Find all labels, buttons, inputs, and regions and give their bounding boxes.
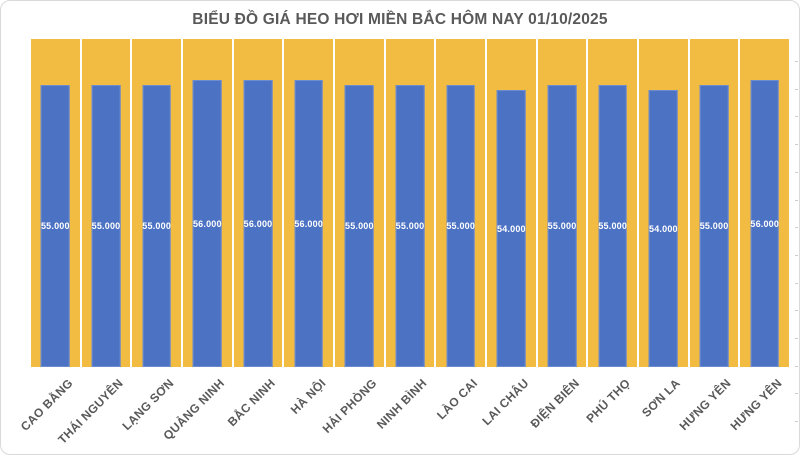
value-bar: 55.000 xyxy=(345,85,374,367)
bar-value-label: 56.000 xyxy=(750,218,780,229)
bar-column: 56.000 xyxy=(183,39,232,367)
plot-area: 55.000 55.000 55.000 56.000 56.000 56.000 55.0… xyxy=(31,39,790,367)
x-axis-label: PHÚ THỌ xyxy=(583,376,633,426)
x-axis-label-cell: LẠNG SƠN xyxy=(120,367,181,454)
x-axis-label-cell: SƠN LA xyxy=(639,367,688,454)
x-axis-label-cell: LAI CHÂU xyxy=(479,367,536,454)
tick-mark xyxy=(795,199,798,201)
x-axis-label: HÀ NỘI xyxy=(287,376,329,417)
x-axis-label-cell: QUẢNG NINH xyxy=(161,367,232,454)
x-axis-label-cell: BẮC NINH xyxy=(225,367,283,454)
value-bar: 55.000 xyxy=(446,85,476,367)
tick-mark xyxy=(795,310,798,312)
bar-value-label: 55.000 xyxy=(40,221,70,232)
chart-title: BIỂU ĐỒ GIÁ HEO HƠI MIỀN BẮC HÔM NAY 01/… xyxy=(192,11,608,28)
value-bar: 56.000 xyxy=(750,80,780,367)
bar-column: 55.000 xyxy=(81,39,131,367)
tick-mark xyxy=(795,393,798,395)
bar-value-label: 54.000 xyxy=(649,223,678,234)
bar-value-label: 55.000 xyxy=(699,221,729,232)
tick-mark xyxy=(795,227,798,229)
bar-value-label: 55.000 xyxy=(446,221,476,232)
tick-mark xyxy=(795,421,798,423)
x-axis: CAO BẰNG THÁI NGUYÊN LẠNG SƠN QUẢNG NINH BẮC… xyxy=(17,367,789,454)
x-axis-label-cell: HƯNG YÊN xyxy=(677,367,739,454)
bar-value-label: 55.000 xyxy=(344,221,374,232)
x-axis-label-cell: CAO BẰNG xyxy=(17,367,80,454)
tick-mark xyxy=(795,254,798,256)
bar-value-label: 54.000 xyxy=(497,223,526,234)
tick-mark xyxy=(795,338,798,339)
bar-value-label: 55.000 xyxy=(142,221,172,232)
value-bar: 54.000 xyxy=(649,90,678,367)
bar-column: 55.000 xyxy=(385,39,435,367)
bar-column: 56.000 xyxy=(740,39,790,367)
value-bar: 55.000 xyxy=(92,85,121,367)
bar-column: 56.000 xyxy=(233,39,283,367)
tick-mark xyxy=(795,365,798,367)
x-axis-label-cell: LÀO CAI xyxy=(434,367,485,454)
bar-column: 55.000 xyxy=(689,39,739,367)
bar-column: 55.000 xyxy=(537,39,587,367)
bar-value-label: 56.000 xyxy=(243,218,273,229)
value-bar: 55.000 xyxy=(700,85,729,367)
bar-value-label: 55.000 xyxy=(547,221,577,232)
x-axis-label-cell: HÀ NỘI xyxy=(284,367,333,454)
x-axis-label-cell: THÁI NGUYÊN xyxy=(55,367,131,454)
bar-column: 56.000 xyxy=(284,39,334,367)
tick-mark xyxy=(795,61,798,62)
value-bar: 55.000 xyxy=(548,85,577,367)
bar-column: 55.000 xyxy=(132,39,182,367)
tick-mark xyxy=(795,282,798,284)
x-axis-label: LAI CHÂU xyxy=(479,376,532,429)
x-axis-label-cell: HẢI PHÒNG xyxy=(319,367,384,454)
x-axis-label-cell: PHÚ THỌ xyxy=(583,367,637,454)
bar-column: 55.000 xyxy=(335,39,384,367)
value-bar: 55.000 xyxy=(396,85,425,367)
value-bar: 55.000 xyxy=(598,85,628,367)
tick-mark xyxy=(795,88,798,90)
tick-mark xyxy=(795,171,798,173)
bar-value-label: 55.000 xyxy=(91,221,121,232)
x-axis-label: BẮC NINH xyxy=(224,376,278,430)
value-bar: 56.000 xyxy=(294,80,324,367)
bar-column: 54.000 xyxy=(639,39,688,367)
bar-column: 55.000 xyxy=(31,39,80,367)
x-axis-label-cell: NINH BÌNH xyxy=(374,367,435,454)
x-axis-label-cell: ĐIỆN BIÊN xyxy=(527,367,587,454)
value-bar: 56.000 xyxy=(193,80,222,367)
bar-value-label: 56.000 xyxy=(294,218,324,229)
x-axis-label: SƠN LA xyxy=(639,376,684,420)
bar-value-label: 56.000 xyxy=(192,218,222,229)
tick-mark xyxy=(795,116,798,118)
right-axis-ticks xyxy=(793,1,799,454)
x-axis-label: LÀO CAI xyxy=(434,376,481,423)
bar-value-label: 55.000 xyxy=(395,221,425,232)
value-bar: 55.000 xyxy=(41,85,70,367)
tick-mark xyxy=(795,144,798,146)
bar-column: 55.000 xyxy=(588,39,638,367)
bar-column: 55.000 xyxy=(436,39,486,367)
x-axis-label-cell: HƯNG YÊN xyxy=(728,367,789,454)
bar-value-label: 55.000 xyxy=(598,221,628,232)
bar-column: 54.000 xyxy=(487,39,536,367)
value-bar: 55.000 xyxy=(142,85,172,367)
value-bar: 56.000 xyxy=(244,80,273,367)
value-bar: 54.000 xyxy=(497,90,526,367)
